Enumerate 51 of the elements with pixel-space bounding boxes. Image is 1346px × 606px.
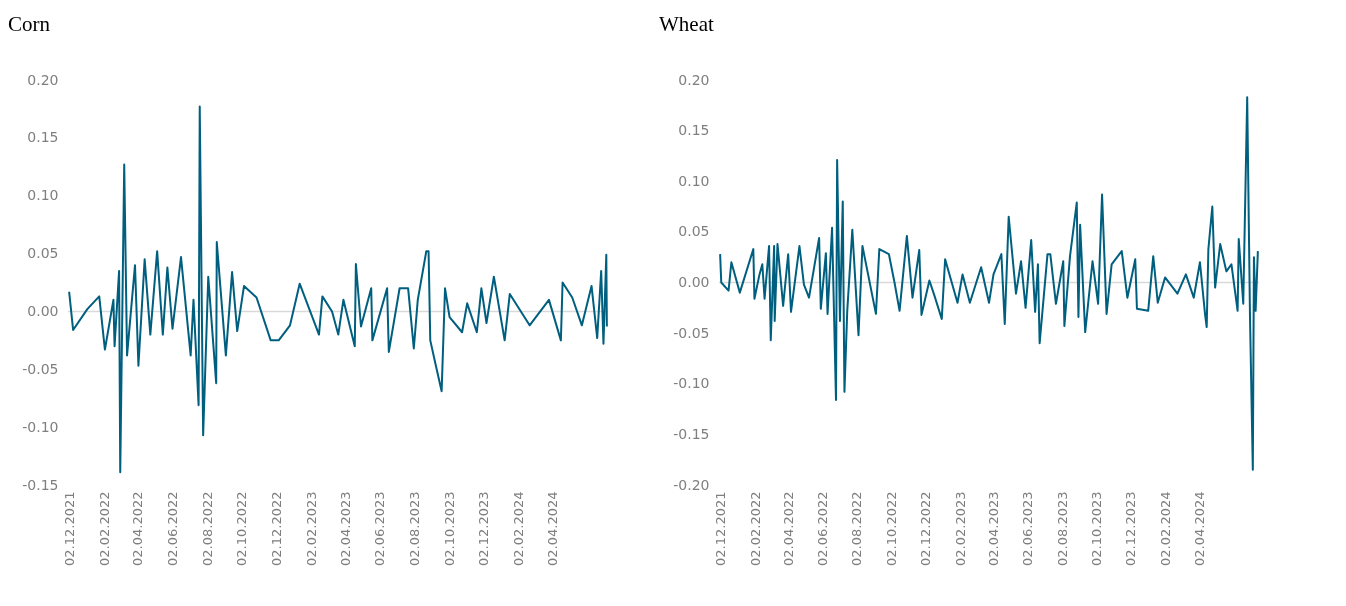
- y-tick-label: 0.20: [27, 71, 59, 88]
- y-tick-label: -0.10: [22, 418, 59, 435]
- x-tick-label: 02.04.2024: [1191, 491, 1207, 566]
- x-tick-label: 02.02.2023: [952, 491, 968, 566]
- y-tick-label: 0.15: [27, 129, 59, 146]
- y-tick-label: 0.10: [678, 172, 710, 189]
- chart-title: Corn: [8, 12, 51, 36]
- y-tick-label: 0.10: [27, 187, 59, 204]
- x-tick-label: 02.06.2022: [164, 491, 180, 566]
- y-tick-label: -0.15: [673, 425, 710, 442]
- y-tick-label: -0.20: [673, 476, 710, 493]
- x-tick-label: 02.04.2024: [545, 491, 561, 566]
- x-tick-label: 02.12.2022: [268, 491, 284, 566]
- x-tick-label: 02.02.2024: [511, 491, 527, 566]
- y-tick-label: 0.00: [678, 274, 710, 290]
- x-tick-label: 02.06.2023: [372, 491, 388, 566]
- x-tick-label: 02.04.2022: [130, 491, 146, 566]
- y-tick-label: -0.15: [22, 476, 59, 493]
- x-tick-label: 02.02.2023: [304, 491, 320, 566]
- x-tick-label: 02.10.2023: [1088, 491, 1104, 566]
- x-tick-label: 02.04.2023: [337, 491, 353, 566]
- x-tick-label: 02.04.2023: [986, 491, 1001, 566]
- y-tick-label: -0.10: [673, 375, 710, 392]
- line-series: [719, 96, 1259, 471]
- y-tick-label: 0.05: [678, 223, 710, 240]
- x-tick-label: 02.08.2022: [849, 491, 865, 566]
- x-tick-label: 02.10.2023: [441, 491, 457, 566]
- y-tick-label: 0.05: [27, 245, 59, 262]
- x-tick-label: 02.10.2022: [234, 491, 250, 566]
- x-tick-label: 02.12.2023: [1123, 491, 1139, 566]
- x-tick-label: 02.02.2024: [1158, 491, 1174, 566]
- line-series: [68, 105, 608, 474]
- x-tick-label: 02.10.2022: [883, 491, 899, 566]
- chart-title: Wheat: [659, 12, 714, 36]
- x-tick-label: 02.12.2022: [917, 491, 933, 566]
- y-tick-label: -0.05: [22, 360, 59, 377]
- y-tick-label: -0.05: [673, 324, 710, 341]
- x-tick-label: 02.06.2023: [1020, 491, 1036, 566]
- x-tick-label: 02.12.2021: [61, 491, 77, 566]
- x-tick-label: 02.04.2022: [780, 491, 796, 566]
- x-tick-label: 02.08.2023: [406, 491, 422, 566]
- y-tick-label: 0.00: [27, 302, 59, 319]
- x-tick-label: 02.08.2022: [199, 491, 215, 566]
- x-tick-label: 02.08.2023: [1054, 491, 1070, 566]
- y-tick-label: 0.15: [678, 122, 710, 139]
- x-tick-label: 02.12.2021: [712, 491, 728, 566]
- y-tick-label: 0.20: [678, 71, 710, 88]
- x-tick-label: 02.12.2023: [476, 491, 492, 566]
- x-tick-label: 02.02.2022: [747, 491, 763, 566]
- x-tick-label: 02.02.2022: [96, 491, 112, 566]
- x-tick-label: 02.06.2022: [815, 491, 830, 566]
